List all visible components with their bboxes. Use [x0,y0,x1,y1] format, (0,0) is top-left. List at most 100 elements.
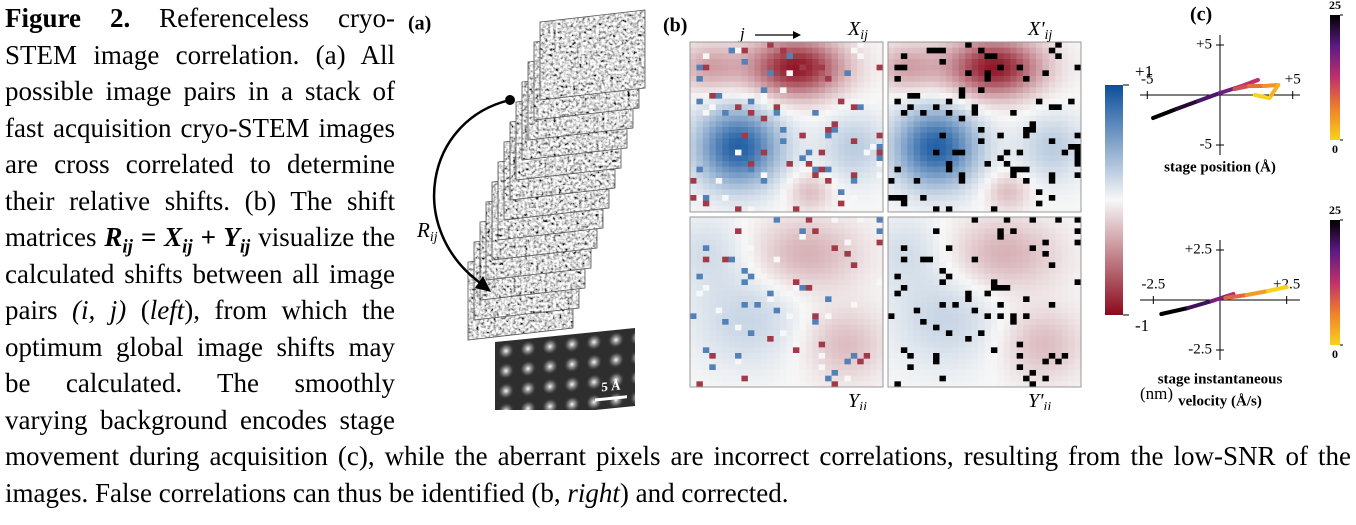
matrix-cell [1075,302,1082,308]
matrix-cell [939,53,946,59]
matrix-cell [690,342,697,348]
matrix-cell [997,319,1004,325]
matrix-cell [877,127,884,133]
matrix-cell [703,336,710,342]
matrix-cell [844,370,851,376]
matrix-cell [914,150,921,156]
matrix-cell [952,359,959,365]
matrix-cell [1004,364,1011,370]
matrix-cell [851,302,858,308]
matrix-cell [748,262,755,268]
matrix-cell [1042,217,1049,223]
matrix-cell [767,48,774,54]
matrix-cell [870,308,877,314]
matrix-cell [914,302,921,308]
matrix-cell [1055,285,1062,291]
matrix-cell [690,76,697,82]
matrix-cell [946,121,953,127]
matrix-cell [927,347,934,353]
matrix-cell [819,138,826,144]
matrix-cell [888,234,895,240]
matrix-cell [978,206,985,212]
matrix-cell [1068,42,1075,48]
matrix-cell [851,53,858,59]
matrix-cell [894,172,901,178]
matrix-cell [901,336,908,342]
matrix-cell [933,381,940,387]
matrix-cell [1055,217,1062,223]
matrix-cell [959,82,966,88]
matrix-cell [703,155,710,161]
matrix-cell [735,59,742,65]
matrix-cell [696,325,703,331]
matrix-cell [933,144,940,150]
matrix-cell [722,59,729,65]
matrix-cell [907,313,914,319]
matrix-cell [754,53,761,59]
matrix-cell [920,48,927,54]
matrix-cell [946,251,953,257]
matrix-cell [716,359,723,365]
matrix-cell [767,172,774,178]
matrix-cell [812,308,819,314]
matrix-cell [703,65,710,71]
matrix-cell [1030,189,1037,195]
matrix-cell [838,296,845,302]
matrix-cell [939,257,946,263]
matrix-cell [780,353,787,359]
matrix-cell [799,167,806,173]
matrix-cell [1023,347,1030,353]
matrix-cell [1075,48,1082,54]
matrix-cell [946,279,953,285]
matrix-cell [972,121,979,127]
matrix-cell [1068,268,1075,274]
matrix-cell [851,347,858,353]
matrix-cell [877,144,884,150]
matrix-cell [888,127,895,133]
matrix-cell [696,133,703,139]
matrix-cell [1036,240,1043,246]
matrix-cell [1049,376,1056,382]
matrix-cell [832,319,839,325]
matrix-cell [774,82,781,88]
matrix-cell [761,172,768,178]
matrix-cell [1042,268,1049,274]
matrix-cell [703,330,710,336]
matrix-cell [767,279,774,285]
matrix-cell [729,53,736,59]
matrix-cell [1017,82,1024,88]
matrix-cell [1017,93,1024,99]
matrix-cell [1049,347,1056,353]
matrix-cell [857,93,864,99]
matrix-cell [952,279,959,285]
matrix-cell [877,189,884,195]
matrix-cell [793,342,800,348]
matrix-cell [985,201,992,207]
matrix-cell [901,59,908,65]
matrix-cell [965,228,972,234]
matrix-cell [959,172,966,178]
matrix-cell [857,228,864,234]
matrix-cell [819,76,826,82]
matrix-cell [780,319,787,325]
matrix-cell [907,70,914,76]
matrix-cell [952,127,959,133]
matrix-cell [939,150,946,156]
matrix-cell [729,184,736,190]
matrix-cell [991,330,998,336]
matrix-cell [1030,330,1037,336]
matrix-cell [851,268,858,274]
matrix-cell [894,240,901,246]
matrix-cell [1010,308,1017,314]
matrix-cell [748,364,755,370]
matrix-cell [1055,268,1062,274]
matrix-cell [729,104,736,110]
matrix-cell [780,87,787,93]
matrix-cell [1010,99,1017,105]
matrix-cell [1036,48,1043,54]
matrix-cell [1049,70,1056,76]
matrix-cell [1075,167,1082,173]
matrix-cell [965,53,972,59]
matrix-cell [939,279,946,285]
matrix-cell [1049,104,1056,110]
